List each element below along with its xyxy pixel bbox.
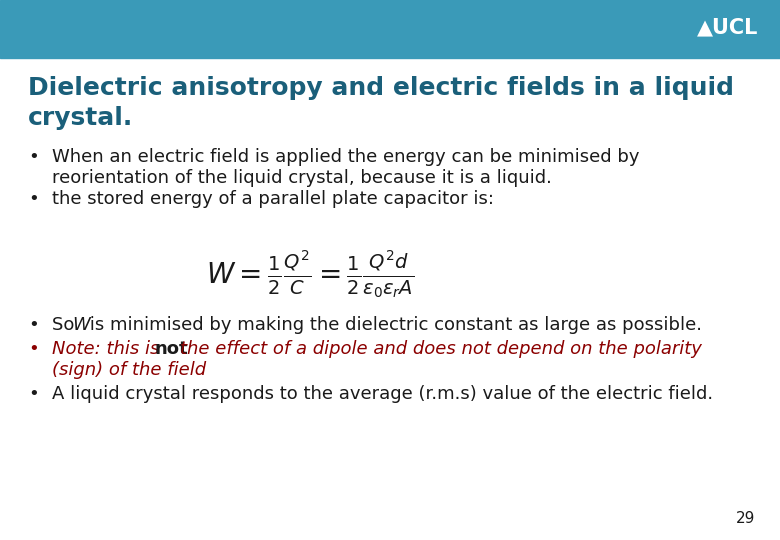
Bar	[0, 0, 780, 58]
Text: $W$: $W$	[72, 316, 92, 334]
Text: •: •	[28, 190, 39, 208]
Text: •: •	[28, 148, 39, 166]
Text: the stored energy of a parallel plate capacitor is:: the stored energy of a parallel plate ca…	[52, 190, 494, 208]
Text: ▲UCL: ▲UCL	[697, 17, 758, 37]
Text: not: not	[154, 341, 188, 359]
Text: So: So	[52, 316, 80, 334]
Text: the effect of a dipole and does not depend on the polarity: the effect of a dipole and does not depe…	[180, 341, 702, 359]
Text: (sign) of the field: (sign) of the field	[52, 361, 206, 380]
Text: Note: this is: Note: this is	[52, 341, 165, 359]
Text: Dielectric anisotropy and electric fields in a liquid: Dielectric anisotropy and electric field…	[28, 76, 734, 100]
Text: •: •	[28, 384, 39, 403]
Text: •: •	[28, 341, 39, 359]
Text: When an electric field is applied the energy can be minimised by: When an electric field is applied the en…	[52, 148, 640, 166]
Text: 29: 29	[736, 511, 755, 526]
Text: $W = \frac{1}{2}\frac{Q^2}{C} = \frac{1}{2}\frac{Q^2 d}{\varepsilon_0 \varepsilo: $W = \frac{1}{2}\frac{Q^2}{C} = \frac{1}…	[206, 248, 414, 300]
Text: A liquid crystal responds to the average (r.m.s) value of the electric field.: A liquid crystal responds to the average…	[52, 384, 713, 403]
Text: is minimised by making the dielectric constant as large as possible.: is minimised by making the dielectric co…	[84, 316, 702, 334]
Text: •: •	[28, 316, 39, 334]
Text: crystal.: crystal.	[28, 106, 133, 130]
Text: reorientation of the liquid crystal, because it is a liquid.: reorientation of the liquid crystal, bec…	[52, 170, 552, 187]
